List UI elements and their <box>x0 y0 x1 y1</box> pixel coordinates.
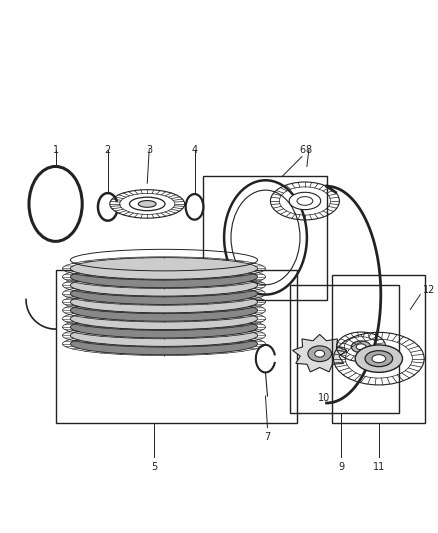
Ellipse shape <box>372 354 386 362</box>
Ellipse shape <box>365 351 392 367</box>
Ellipse shape <box>71 333 258 354</box>
Ellipse shape <box>289 192 321 209</box>
Ellipse shape <box>308 346 332 361</box>
Text: 12: 12 <box>423 285 435 295</box>
Text: 5: 5 <box>151 462 157 472</box>
Text: 9: 9 <box>338 462 344 472</box>
Ellipse shape <box>71 266 258 288</box>
Ellipse shape <box>71 308 258 329</box>
Ellipse shape <box>351 341 371 353</box>
Ellipse shape <box>71 300 258 321</box>
Text: 1: 1 <box>53 145 59 155</box>
Ellipse shape <box>138 200 156 207</box>
Text: 10: 10 <box>318 393 330 403</box>
Ellipse shape <box>71 291 258 313</box>
Text: 7: 7 <box>265 432 271 442</box>
Ellipse shape <box>71 257 258 279</box>
Ellipse shape <box>356 344 366 350</box>
Ellipse shape <box>355 345 403 373</box>
Text: 6: 6 <box>299 145 305 155</box>
Text: 8: 8 <box>306 145 312 155</box>
Ellipse shape <box>71 316 258 338</box>
Ellipse shape <box>71 325 258 346</box>
Text: 4: 4 <box>191 145 198 155</box>
Ellipse shape <box>71 283 258 304</box>
Polygon shape <box>293 334 347 372</box>
Text: 3: 3 <box>146 145 152 155</box>
Text: 11: 11 <box>373 462 385 472</box>
Ellipse shape <box>71 274 258 296</box>
Text: 2: 2 <box>105 145 111 155</box>
Ellipse shape <box>315 350 325 357</box>
